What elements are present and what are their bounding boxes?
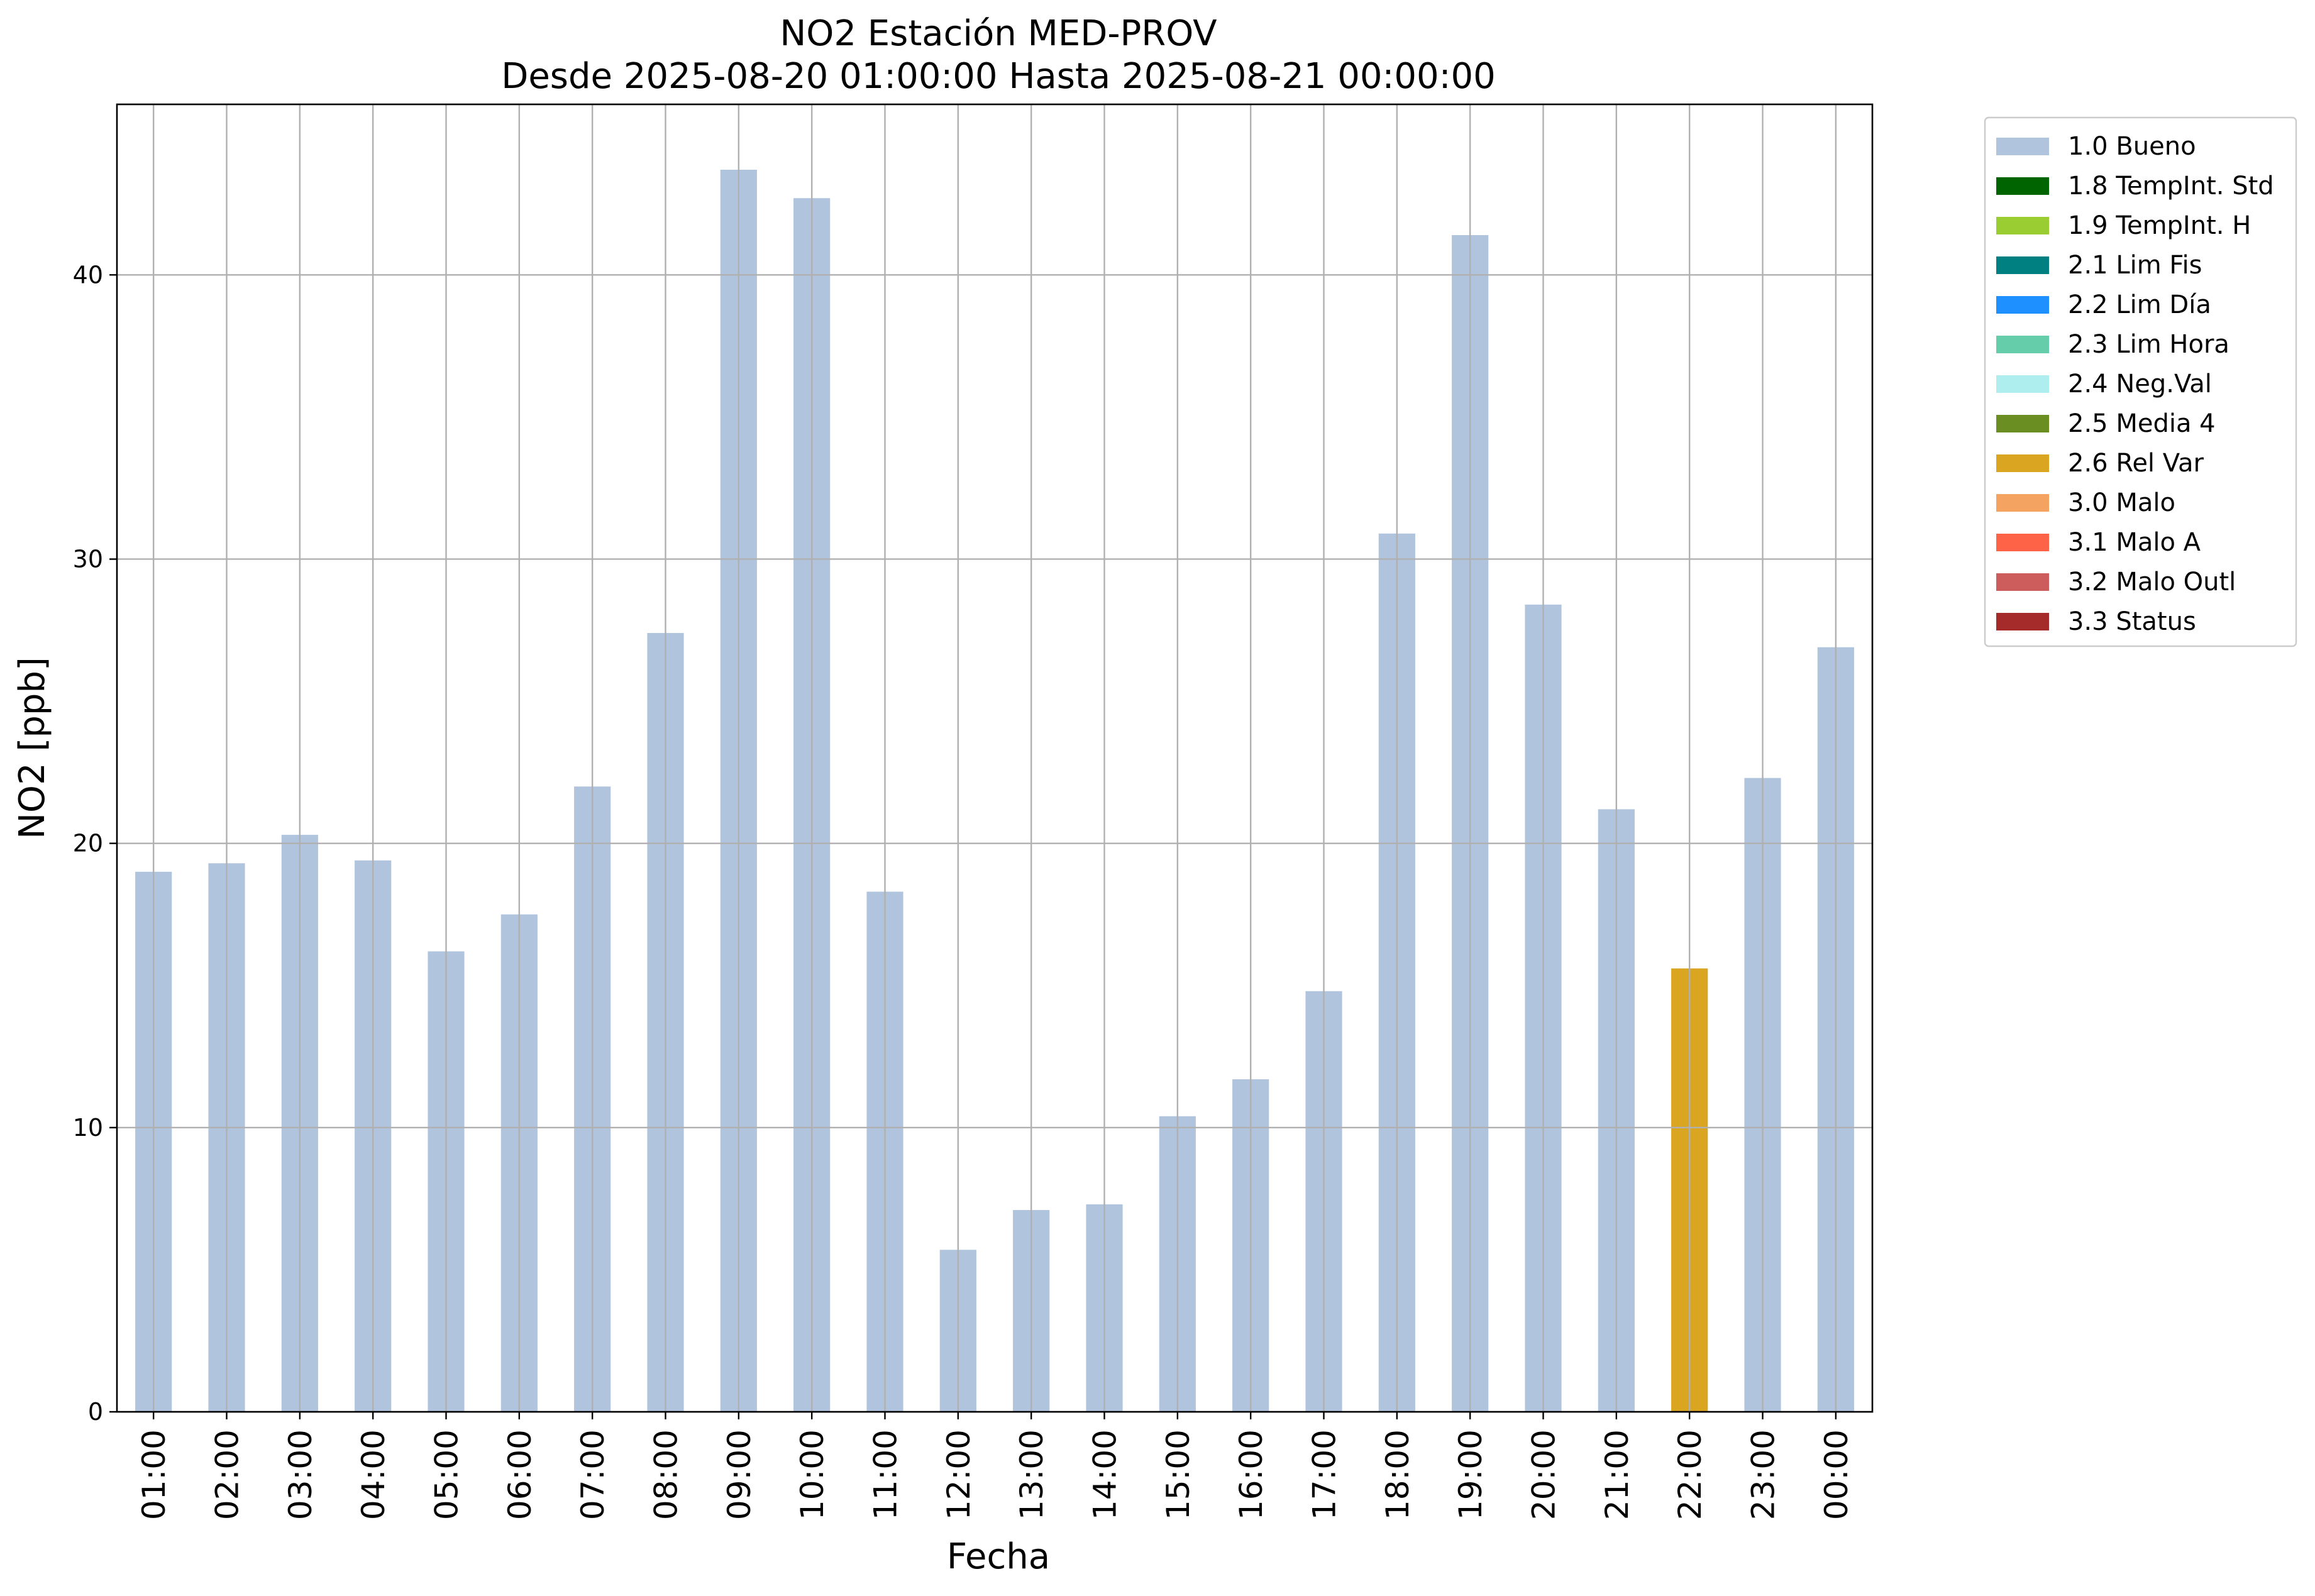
legend-swatch — [1996, 534, 2049, 551]
y-axis-label: NO2 [ppb] — [12, 657, 53, 839]
x-tick-label: 14:00 — [1087, 1429, 1124, 1520]
legend-label: 3.2 Malo Outl — [2068, 568, 2236, 597]
legend-swatch — [1996, 573, 2049, 591]
legend-label: 2.3 Lim Hora — [2068, 330, 2229, 359]
legend-swatch — [1996, 415, 2049, 432]
legend-swatch — [1996, 494, 2049, 512]
legend-swatch — [1996, 296, 2049, 314]
x-tick-label: 12:00 — [941, 1429, 977, 1520]
legend-swatch — [1996, 256, 2049, 274]
legend-swatch — [1996, 375, 2049, 393]
plot-area: 0 10 20 30 40 01:00 02:00 03:00 04:00 05:00 06:00 0… — [73, 103, 1874, 1520]
legend-label: 1.8 TempInt. Std — [2068, 172, 2274, 201]
y-tick-label: 10 — [73, 1114, 103, 1142]
legend-swatch — [1996, 177, 2049, 195]
x-tick-label: 05:00 — [429, 1429, 465, 1520]
x-tick-label: 02:00 — [209, 1429, 246, 1520]
x-tick-label: 15:00 — [1160, 1429, 1196, 1520]
y-tick-label: 20 — [73, 830, 103, 857]
x-tick-label: 11:00 — [868, 1429, 904, 1520]
legend-label: 2.5 Media 4 — [2068, 409, 2216, 438]
y-tick-label: 0 — [88, 1398, 103, 1426]
legend-label: 2.1 Lim Fis — [2068, 251, 2202, 280]
x-tick-label: 20:00 — [1526, 1429, 1562, 1520]
x-tick-label: 07:00 — [575, 1429, 611, 1520]
x-tick-label: 22:00 — [1672, 1429, 1708, 1520]
legend-label: 3.1 Malo A — [2068, 528, 2201, 557]
legend-label: 2.2 Lim Día — [2068, 290, 2211, 319]
x-tick-label: 03:00 — [282, 1429, 319, 1520]
legend-label: 3.3 Status — [2068, 607, 2196, 636]
legend-swatch — [1996, 454, 2049, 472]
x-tick-label: 19:00 — [1452, 1429, 1489, 1520]
plot-frame — [116, 103, 1874, 1413]
x-tick-label: 00:00 — [1818, 1429, 1855, 1520]
y-tick-label: 30 — [73, 545, 103, 573]
legend-label: 2.4 Neg.Val — [2068, 370, 2212, 399]
chart-subtitle: Desde 2025-08-20 01:00:00 Hasta 2025-08-… — [501, 56, 1496, 97]
legend-label: 1.9 TempInt. H — [2068, 211, 2251, 240]
legend-swatch — [1996, 217, 2049, 234]
x-tick-label: 06:00 — [502, 1429, 538, 1520]
x-tick-label: 10:00 — [794, 1429, 831, 1520]
x-tick-label: 13:00 — [1014, 1429, 1050, 1520]
legend-label: 3.0 Malo — [2068, 488, 2175, 517]
x-tick-label: 23:00 — [1745, 1429, 1782, 1520]
legend-box — [1984, 116, 2297, 647]
x-tick-label: 04:00 — [355, 1429, 392, 1520]
x-tick-label: 21:00 — [1599, 1429, 1635, 1520]
x-axis-label: Fecha — [947, 1536, 1050, 1577]
legend: 1.0 Bueno 1.8 TempInt. Std 1.9 TempInt. H 2… — [1984, 116, 2297, 647]
x-tick-label: 18:00 — [1379, 1429, 1416, 1520]
legend-swatch — [1996, 613, 2049, 630]
x-tick-label: 01:00 — [136, 1429, 172, 1520]
legend-label: 1.0 Bueno — [2068, 132, 2196, 161]
x-tick-label: 08:00 — [648, 1429, 685, 1520]
legend-label: 2.6 Rel Var — [2068, 449, 2204, 478]
x-tick-label: 17:00 — [1307, 1429, 1343, 1520]
x-tick-label: 16:00 — [1233, 1429, 1269, 1520]
legend-swatch — [1996, 138, 2049, 155]
chart-title: NO2 Estación MED-PROV — [780, 13, 1217, 54]
legend-swatch — [1996, 336, 2049, 353]
y-tick-label: 40 — [73, 261, 103, 289]
x-tick-label: 09:00 — [721, 1429, 758, 1520]
